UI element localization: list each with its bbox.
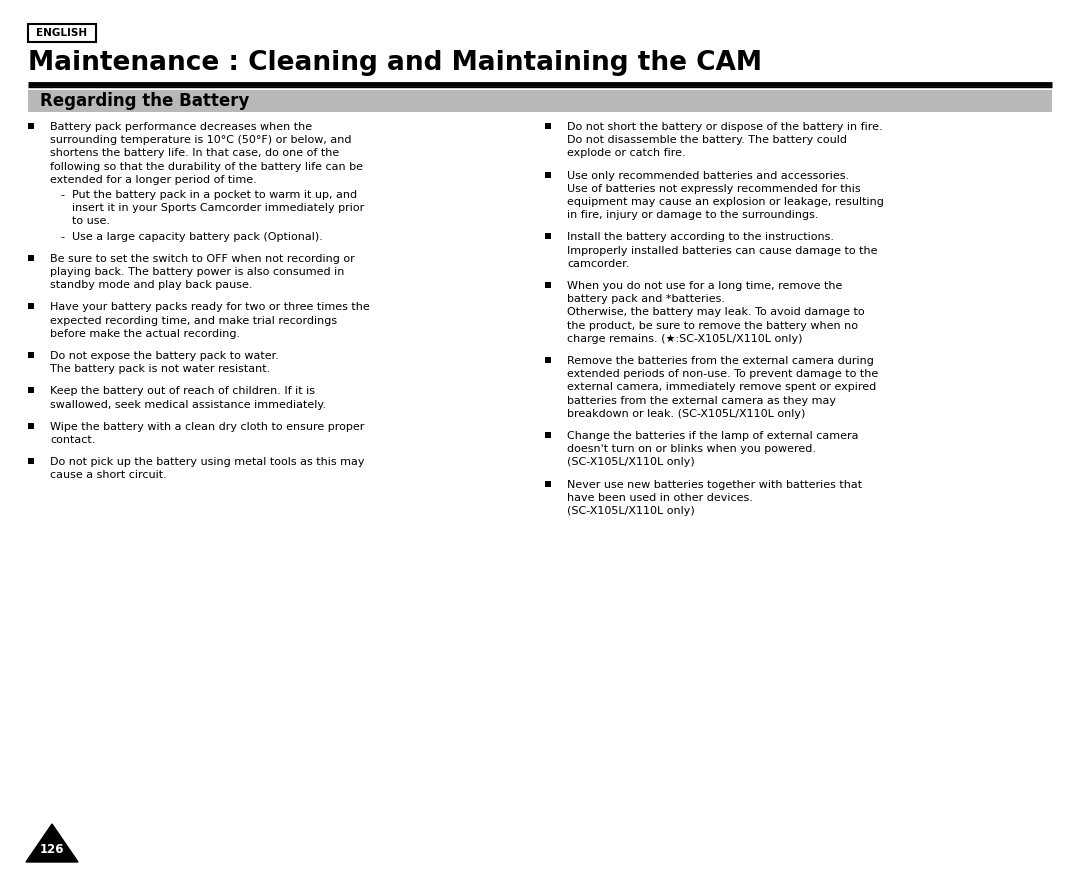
Text: Do not short the battery or dispose of the battery in fire.: Do not short the battery or dispose of t… (567, 122, 882, 132)
Text: shortens the battery life. In that case, do one of the: shortens the battery life. In that case,… (50, 149, 339, 158)
Text: insert it in your Sports Camcorder immediately prior: insert it in your Sports Camcorder immed… (72, 203, 364, 213)
Bar (545, 233, 551, 239)
Text: Never use new batteries together with batteries that: Never use new batteries together with ba… (567, 480, 862, 489)
Text: battery pack and *batteries.: battery pack and *batteries. (567, 294, 725, 304)
Bar (545, 282, 551, 288)
Text: Do not disassemble the battery. The battery could: Do not disassemble the battery. The batt… (567, 136, 847, 145)
Text: camcorder.: camcorder. (567, 259, 630, 268)
Text: contact.: contact. (50, 435, 95, 445)
Text: -: - (60, 231, 64, 242)
Bar (545, 123, 551, 129)
Text: breakdown or leak. (SC-X105L/X110L only): breakdown or leak. (SC-X105L/X110L only) (567, 409, 806, 419)
Bar (545, 357, 551, 363)
Text: Remove the batteries from the external camera during: Remove the batteries from the external c… (567, 356, 874, 366)
Bar (28, 387, 33, 393)
Text: explode or catch fire.: explode or catch fire. (567, 149, 686, 158)
Text: Have your battery packs ready for two or three times the: Have your battery packs ready for two or… (50, 303, 369, 312)
Text: Change the batteries if the lamp of external camera: Change the batteries if the lamp of exte… (567, 431, 859, 441)
Text: in fire, injury or damage to the surroundings.: in fire, injury or damage to the surroun… (567, 210, 819, 220)
Bar (28, 304, 33, 310)
Text: the product, be sure to remove the battery when no: the product, be sure to remove the batte… (567, 320, 858, 331)
Text: cause a short circuit.: cause a short circuit. (50, 471, 166, 480)
Text: to use.: to use. (72, 216, 110, 226)
Text: Use of batteries not expressly recommended for this: Use of batteries not expressly recommend… (567, 184, 861, 194)
Bar (28, 123, 33, 129)
Text: Install the battery according to the instructions.: Install the battery according to the ins… (567, 232, 834, 242)
Text: have been used in other devices.: have been used in other devices. (567, 493, 753, 502)
Text: Battery pack performance decreases when the: Battery pack performance decreases when … (50, 122, 312, 132)
Text: Otherwise, the battery may leak. To avoid damage to: Otherwise, the battery may leak. To avoi… (567, 307, 865, 318)
Text: doesn't turn on or blinks when you powered.: doesn't turn on or blinks when you power… (567, 444, 816, 454)
Text: external camera, immediately remove spent or expired: external camera, immediately remove spen… (567, 383, 876, 392)
Text: standby mode and play back pause.: standby mode and play back pause. (50, 280, 253, 290)
Text: (SC-X105L/X110L only): (SC-X105L/X110L only) (567, 506, 694, 516)
Text: expected recording time, and make trial recordings: expected recording time, and make trial … (50, 316, 337, 326)
Text: playing back. The battery power is also consumed in: playing back. The battery power is also … (50, 267, 345, 277)
Text: extended for a longer period of time.: extended for a longer period of time. (50, 175, 257, 185)
Bar (28, 90, 1052, 112)
Text: following so that the durability of the battery life can be: following so that the durability of the … (50, 162, 363, 172)
Bar (28, 458, 33, 465)
Text: Wipe the battery with a clean dry cloth to ensure proper: Wipe the battery with a clean dry cloth … (50, 422, 364, 432)
Bar (545, 432, 551, 438)
Text: Do not pick up the battery using metal tools as this may: Do not pick up the battery using metal t… (50, 458, 365, 467)
Text: (SC-X105L/X110L only): (SC-X105L/X110L only) (567, 458, 694, 467)
Bar (545, 480, 551, 487)
Text: When you do not use for a long time, remove the: When you do not use for a long time, rem… (567, 281, 842, 291)
Text: Use a large capacity battery pack (Optional).: Use a large capacity battery pack (Optio… (72, 231, 323, 242)
Text: 126: 126 (40, 843, 64, 856)
Text: Put the battery pack in a pocket to warm it up, and: Put the battery pack in a pocket to warm… (72, 190, 357, 200)
Text: Use only recommended batteries and accessories.: Use only recommended batteries and acces… (567, 171, 849, 180)
Bar (545, 172, 551, 178)
Text: The battery pack is not water resistant.: The battery pack is not water resistant. (50, 364, 270, 374)
Text: Regarding the Battery: Regarding the Battery (40, 92, 249, 110)
Bar (28, 352, 33, 358)
FancyBboxPatch shape (28, 24, 96, 42)
Text: before make the actual recording.: before make the actual recording. (50, 329, 240, 339)
Text: swallowed, seek medical assistance immediately.: swallowed, seek medical assistance immed… (50, 400, 326, 409)
Text: equipment may cause an explosion or leakage, resulting: equipment may cause an explosion or leak… (567, 197, 883, 207)
Text: surrounding temperature is 10°C (50°F) or below, and: surrounding temperature is 10°C (50°F) o… (50, 136, 351, 145)
Text: ENGLISH: ENGLISH (37, 28, 87, 38)
Text: Be sure to set the switch to OFF when not recording or: Be sure to set the switch to OFF when no… (50, 253, 354, 264)
Polygon shape (26, 824, 78, 862)
Text: extended periods of non-use. To prevent damage to the: extended periods of non-use. To prevent … (567, 370, 878, 379)
Bar (28, 422, 33, 429)
Text: batteries from the external camera as they may: batteries from the external camera as th… (567, 396, 836, 406)
Text: Maintenance : Cleaning and Maintaining the CAM: Maintenance : Cleaning and Maintaining t… (28, 50, 762, 76)
Text: charge remains. (★:SC-X105L/X110L only): charge remains. (★:SC-X105L/X110L only) (567, 334, 802, 344)
Text: Do not expose the battery pack to water.: Do not expose the battery pack to water. (50, 351, 279, 361)
Bar (28, 255, 33, 260)
Text: Keep the battery out of reach of children. If it is: Keep the battery out of reach of childre… (50, 386, 315, 396)
Text: Improperly installed batteries can cause damage to the: Improperly installed batteries can cause… (567, 246, 877, 255)
Text: -: - (60, 190, 64, 200)
